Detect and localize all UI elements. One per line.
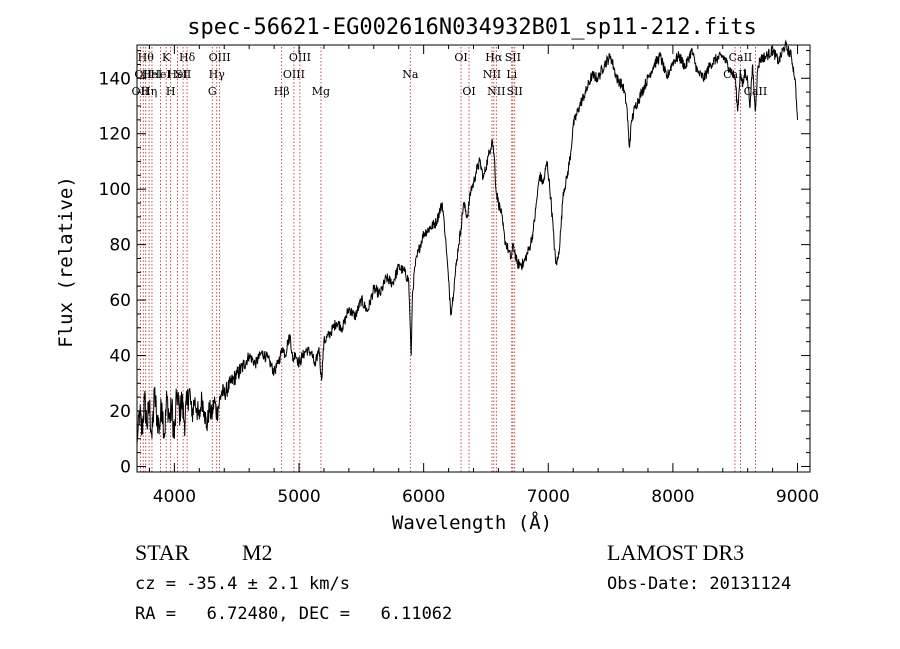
marker-label: OIII [289,51,311,64]
x-tick-label: 7000 [527,487,570,507]
x-tick-label: 5000 [277,487,320,507]
y-tick-label: 0 [120,457,131,477]
marker-label: G [208,85,217,98]
marker-label: Mg [312,85,330,98]
line-markers [139,47,756,472]
marker-label: OII [132,85,150,98]
y-tick-label: 120 [99,125,131,145]
y-tick-label: 100 [99,180,131,200]
marker-label: OI [462,85,475,98]
marker-label: H [166,85,176,98]
chart-title: spec-56621-EG002616N034932B01_sp11-212.f… [187,15,757,40]
y-tick-label: 40 [109,347,131,367]
y-tick-label: 140 [99,69,131,89]
marker-label: Hβ [274,85,290,98]
marker-label: Hγ [209,68,226,81]
x-tick-label: 4000 [153,487,196,507]
x-axis-label: Wavelength (Å) [392,511,552,534]
coordinates: RA = 6.72480, DEC = 6.11062 [135,604,453,624]
plot-frame [136,44,811,473]
x-axis-ticks: 4000 5000 6000 7000 8000 9000 [148,45,819,507]
x-tick-label: 6000 [402,487,445,507]
y-tick-label: 80 [109,236,131,256]
y-tick-label: 60 [109,291,131,311]
y-tick-label: 20 [109,402,131,422]
marker-label: HeI [167,68,187,81]
marker-label: NII [487,85,505,98]
object-class: STAR [135,540,190,565]
marker-label: OIII [283,68,305,81]
marker-label: Hδ [179,51,196,64]
y-axis-label: Flux (relative) [55,176,77,348]
marker-label: SII [175,68,191,81]
redshift-velocity: cz = -35.4 ± 2.1 km/s [135,574,350,594]
marker-label: Hθ [138,51,155,64]
marker-label: Li [506,68,517,81]
marker-label: Hη [141,85,157,98]
marker-label: NII [483,68,501,81]
spectrum-line [136,39,798,445]
marker-label: OII [134,68,152,81]
marker-label: Hα [485,51,503,64]
x-tick-label: 8000 [651,487,694,507]
survey-name: LAMOST DR3 [607,540,745,565]
line-marker-labels: OIIOIIHθHηHeIHeIKHHeISIIHδGHγOIIIHβOIIIO… [132,51,768,98]
y-axis-ticks: 0 20 40 60 80 100 120 140 [99,50,810,477]
marker-label: OI [454,51,467,64]
marker-label: HeI [142,68,162,81]
object-subclass: M2 [242,540,273,565]
marker-label: SII [507,85,523,98]
observation-date: Obs-Date: 20131124 [607,574,792,594]
marker-label: OIII [209,51,231,64]
marker-label: K [162,51,171,64]
marker-label: Na [402,68,419,81]
marker-label: HeI [150,68,170,81]
marker-label: CaII [729,51,753,64]
x-tick-label: 9000 [776,487,819,507]
marker-label: SII [505,51,521,64]
marker-label: CaII [744,85,768,98]
